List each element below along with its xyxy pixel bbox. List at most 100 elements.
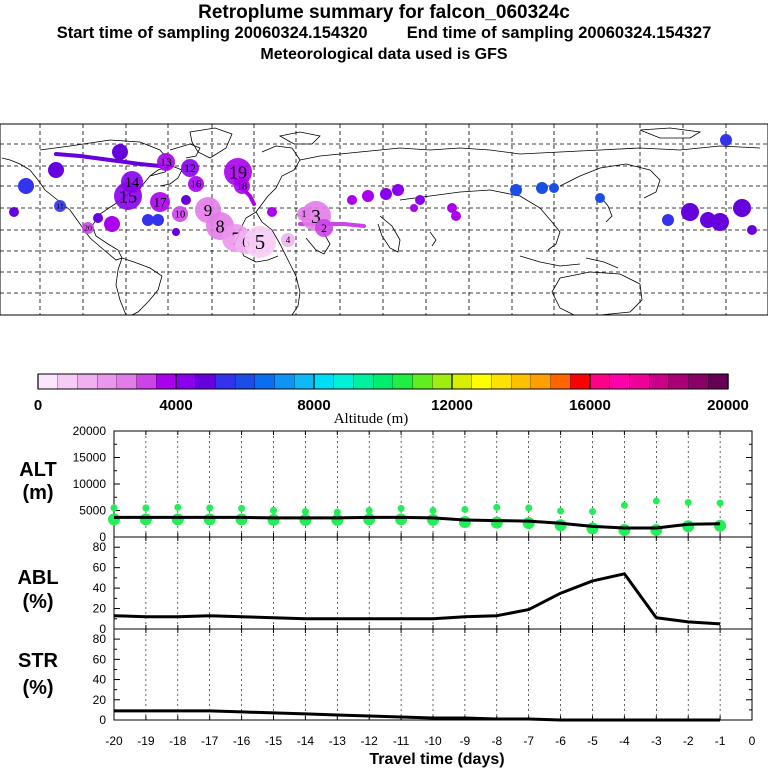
- x-tick-label: 0: [749, 734, 756, 748]
- plume-marker: [267, 207, 277, 217]
- str-ylabel-line2: (%): [22, 677, 53, 699]
- plume-marker-label: 5: [255, 231, 265, 254]
- plume-marker-label: 16: [191, 180, 201, 191]
- spread-point: [684, 499, 692, 507]
- plume-marker-label: 8: [215, 216, 224, 236]
- colorbar-cell: [175, 373, 197, 390]
- colorbar-tick-label: 4000: [159, 397, 192, 414]
- plume-marker: [733, 199, 751, 217]
- str-ylabel-line1: STR: [18, 650, 59, 672]
- plume-marker: [172, 206, 188, 222]
- plume-marker: [18, 178, 34, 194]
- spread-point: [171, 513, 184, 526]
- colorbar-cell: [510, 373, 532, 390]
- plume-marker: [410, 204, 418, 212]
- spread-point: [554, 519, 567, 532]
- spread-point: [301, 508, 309, 516]
- spread-point: [365, 507, 373, 514]
- x-tick-label: -20: [105, 734, 123, 748]
- plume-marker: [172, 228, 180, 236]
- world-map: 1918161514171312111020987654321: [0, 123, 768, 316]
- plume-marker: [595, 193, 605, 203]
- spread-point: [490, 516, 503, 529]
- plume-marker: [451, 211, 461, 221]
- colorbar-cell: [96, 373, 118, 390]
- spread-point: [714, 519, 727, 532]
- plume-markers: 1918161514171312111020987654321: [9, 134, 757, 258]
- x-tick-label: -19: [137, 734, 155, 748]
- colorbar-tick-label: 20000: [707, 397, 749, 414]
- spread-point: [139, 513, 152, 526]
- spread-point: [363, 513, 376, 526]
- alt-ylabel-line2: (m): [22, 482, 53, 504]
- colorbar-cell: [274, 373, 295, 390]
- plume-marker: [392, 184, 404, 196]
- plume-marker-label: 12: [184, 162, 196, 175]
- chart-title: Retroplume summary for falcon_060324c: [198, 2, 570, 23]
- y-tick-label: 0: [99, 622, 106, 636]
- y-tick-label: 20: [93, 602, 107, 616]
- spread-point: [397, 504, 405, 512]
- plume-marker: [315, 219, 333, 237]
- plume-marker-label: 2: [321, 222, 327, 235]
- spread-point: [620, 501, 628, 509]
- plume-marker-label: 11: [56, 202, 64, 211]
- x-tick-label: -18: [169, 734, 187, 748]
- plume-marker-label: 17: [154, 195, 168, 210]
- x-tick-label: -6: [555, 734, 566, 748]
- spread-point: [333, 508, 341, 516]
- plume-marker: [536, 182, 548, 194]
- spread-point: [461, 505, 469, 513]
- y-tick-label: 10000: [73, 477, 107, 491]
- spread-point: [270, 507, 277, 514]
- x-tick-label: -5: [587, 734, 598, 748]
- x-axis-label: Travel time (days): [369, 751, 504, 768]
- spread-point: [682, 520, 695, 533]
- colorbar-cell: [609, 373, 631, 390]
- spread-point: [650, 523, 663, 536]
- spread-point: [331, 513, 344, 526]
- x-tick-label: -8: [491, 734, 502, 748]
- plume-marker-label: 13: [160, 156, 172, 169]
- colorbar-cell: [688, 373, 709, 390]
- altitude-colorbar: 0 4000 8000 12000 16000 20000 Altitude (m): [34, 373, 749, 427]
- colorbar-cell: [530, 373, 552, 390]
- plume-marker: [711, 213, 729, 231]
- plume-marker: [9, 207, 19, 217]
- plume-marker: [48, 162, 64, 178]
- y-tick-label: 20000: [73, 424, 107, 438]
- met-data-label: Meteorological data used is GFS: [260, 46, 508, 63]
- plume-marker-label: 1: [302, 209, 307, 219]
- colorbar-cell: [392, 373, 414, 390]
- spread-point: [618, 523, 631, 536]
- spread-point: [589, 508, 596, 516]
- spread-point: [299, 513, 312, 526]
- plume-marker: [181, 195, 191, 205]
- x-tick-label: -1: [715, 734, 726, 748]
- spread-point: [525, 504, 533, 512]
- plume-marker: [121, 171, 143, 193]
- x-tick-label: -11: [393, 734, 410, 748]
- x-tick-label: -10: [424, 734, 442, 748]
- abl-ylabel-line1: ABL: [17, 567, 58, 589]
- spread-point: [174, 503, 182, 511]
- alt-ylabel-line1: ALT: [19, 459, 56, 481]
- y-tick-label: 0: [99, 530, 106, 544]
- colorbar-cell: [629, 373, 650, 390]
- plume-marker: [244, 226, 276, 258]
- plume-marker: [510, 184, 522, 196]
- colorbar-cell: [77, 373, 98, 390]
- colorbar-cell: [708, 373, 729, 390]
- plume-marker: [82, 222, 94, 234]
- colorbar-cell: [254, 373, 276, 390]
- spread-point: [458, 516, 471, 529]
- y-tick-label: 20: [93, 693, 107, 707]
- plume-marker: [415, 195, 425, 205]
- y-tick-label: 15000: [73, 451, 107, 465]
- abl-panel: ABL (%) 0 20 40 60 80: [17, 536, 753, 636]
- plume-marker: [181, 159, 199, 177]
- plume-marker: [549, 183, 559, 193]
- series-line: [114, 709, 721, 722]
- colorbar-label: Altitude (m): [334, 411, 409, 427]
- colorbar-cell: [412, 373, 433, 390]
